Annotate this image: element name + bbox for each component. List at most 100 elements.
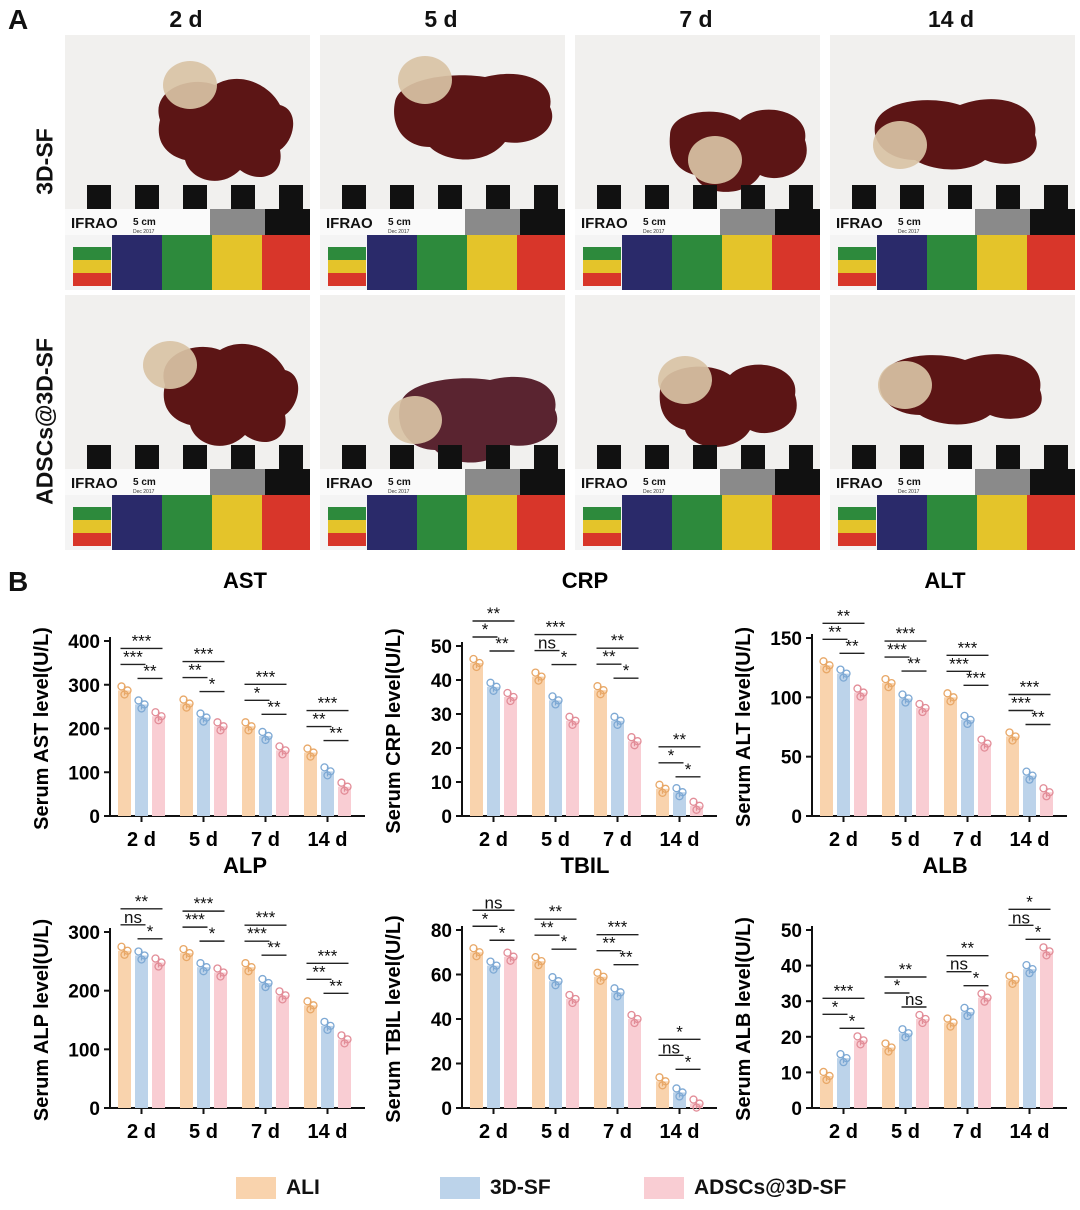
sig-3dsf-vs-adscs: ** [267, 938, 281, 957]
data-point [196, 959, 205, 968]
sig-3dsf-vs-adscs: * [973, 969, 980, 988]
data-point [672, 1084, 681, 1093]
bar-adscs-3d-sf [566, 720, 579, 816]
scale-square [342, 185, 366, 209]
legend-3dsf-label: 3D-SF [490, 1176, 551, 1199]
color-patch [722, 235, 772, 290]
x-tick-label: 14 d [1009, 1121, 1049, 1143]
sig-ali-vs-3dsf: *** [247, 924, 267, 943]
data-point [303, 744, 312, 753]
bar-adscs-3d-sf [276, 750, 289, 816]
grey-patch [720, 469, 775, 495]
data-point [509, 692, 518, 702]
grey-patch [210, 209, 265, 235]
y-tick-label: 10 [431, 773, 452, 794]
mini-yellow [328, 520, 366, 533]
data-point [915, 1010, 924, 1020]
bar-adscs-3d-sf [690, 805, 703, 816]
data-point [219, 968, 228, 977]
data-point [247, 722, 256, 731]
scale-text: 5 cm [643, 477, 666, 488]
data-point [859, 1036, 868, 1045]
sig-3dsf-vs-adscs: * [561, 648, 568, 667]
data-point [117, 942, 126, 951]
legend-3dsf-swatch [440, 1177, 480, 1199]
data-point [134, 947, 143, 956]
data-point [943, 689, 952, 698]
y-tick-label: 400 [68, 632, 100, 653]
scale-square [231, 445, 255, 469]
data-point [469, 654, 478, 664]
data-point [887, 1043, 896, 1052]
y-tick-label: 0 [441, 807, 452, 828]
scaffold-implant [658, 356, 712, 404]
y-axis-label: Serum ALP level(U/L) [31, 919, 53, 1121]
bar-3d-sf [321, 771, 334, 816]
mini-green [838, 247, 876, 260]
scale-square [231, 185, 255, 209]
y-tick-label: 100 [68, 1040, 100, 1061]
scale-square [534, 185, 558, 209]
bar-adscs-3d-sf [978, 743, 991, 816]
color-patch [1027, 235, 1075, 290]
color-patch [212, 235, 262, 290]
bar-ali [820, 1075, 833, 1108]
sig-ali-vs-adscs: ** [487, 604, 501, 623]
color-patch [367, 235, 417, 290]
bar-ali [470, 952, 483, 1108]
mini-yellow [838, 260, 876, 273]
y-tick-label: 40 [431, 1010, 452, 1031]
bar-adscs-3d-sf [1040, 951, 1053, 1108]
date-text: Dec 2017 [898, 489, 920, 495]
sig-ali-vs-adscs: *** [834, 981, 854, 1000]
bar-ali [1006, 736, 1019, 816]
mini-green [583, 247, 621, 260]
x-tick-label: 7 d [603, 1121, 632, 1143]
sig-ali-vs-adscs: * [676, 1022, 683, 1041]
bar-ali [1006, 979, 1019, 1108]
data-point [593, 968, 602, 977]
sig-3dsf-vs-adscs: * [147, 922, 154, 941]
x-tick-label: 5 d [189, 1121, 218, 1143]
bar-ali [118, 690, 131, 816]
scale-text: 5 cm [133, 477, 156, 488]
data-point [241, 718, 250, 727]
data-point [554, 977, 563, 986]
scaffold-implant [163, 61, 217, 109]
x-tick-label: 14 d [1009, 829, 1049, 851]
data-point [983, 993, 992, 1002]
date-text: Dec 2017 [898, 229, 920, 235]
ifrao-label: IFRAO [326, 475, 373, 492]
liver-photo-3d-sf-5d: IFRAO 5 cm Dec 2017 [320, 35, 565, 290]
data-point [825, 1071, 834, 1081]
mini-green [73, 507, 111, 520]
sig-ali-vs-3dsf: ** [312, 710, 326, 729]
data-point [881, 674, 890, 684]
bar-adscs-3d-sf [978, 997, 991, 1108]
mini-yellow [73, 260, 111, 273]
data-point [140, 700, 149, 709]
data-point [1005, 971, 1014, 980]
ifrao-label: IFRAO [836, 215, 883, 232]
sig-3dsf-vs-adscs: *** [966, 668, 986, 687]
bar-ali [242, 726, 255, 816]
sig-3dsf-vs-adscs: * [209, 675, 216, 694]
data-point [1028, 965, 1037, 974]
bar-ali [820, 665, 833, 816]
y-tick-label: 40 [431, 671, 452, 692]
data-point [202, 963, 211, 972]
data-point [185, 699, 194, 708]
data-point [1022, 767, 1031, 776]
y-tick-label: 300 [68, 676, 100, 697]
sig-ali-vs-adscs: ** [961, 939, 975, 958]
data-point [123, 946, 132, 955]
y-tick-label: 100 [68, 763, 100, 784]
y-tick-label: 0 [89, 1099, 100, 1120]
x-tick-label: 7 d [953, 1121, 982, 1143]
color-patch [112, 495, 162, 550]
data-point [492, 961, 501, 970]
bar-ali [944, 697, 957, 816]
